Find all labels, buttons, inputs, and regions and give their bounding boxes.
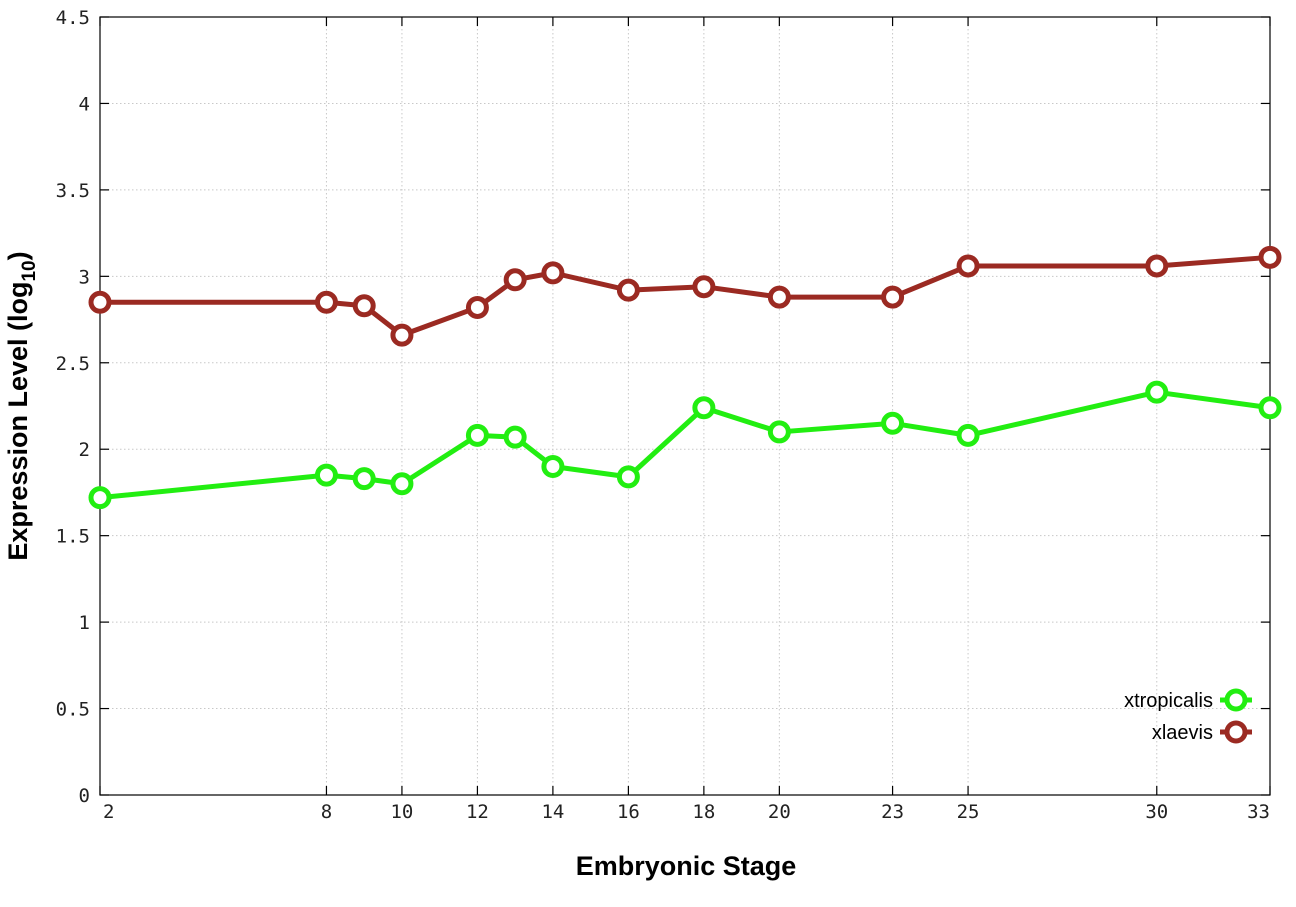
data-point-xlaevis <box>88 290 112 314</box>
data-point-xtropicalis <box>503 425 527 449</box>
data-point-xtropicalis <box>541 455 565 479</box>
data-point-xlaevis <box>692 275 716 299</box>
data-point-xtropicalis <box>352 467 376 491</box>
x-tick-label: 20 <box>768 801 791 823</box>
data-point-xlaevis <box>314 290 338 314</box>
y-axis-title-main: Expression Level (log <box>3 282 33 561</box>
data-point-xlaevis <box>541 261 565 285</box>
data-point-xtropicalis <box>616 465 640 489</box>
y-tick-label: 0 <box>79 785 90 807</box>
data-point-xtropicalis <box>881 411 905 435</box>
legend-label: xtropicalis <box>1124 690 1213 712</box>
data-point-xlaevis <box>956 254 980 278</box>
grid-layer <box>100 17 1270 795</box>
y-tick-label: 2 <box>79 439 90 461</box>
data-point-xtropicalis <box>692 396 716 420</box>
legend: xtropicalis xlaevis <box>1124 688 1252 744</box>
series-line-xlaevis <box>100 254 1271 338</box>
y-axis-title-subscript: 10 <box>19 260 40 281</box>
data-point-xtropicalis <box>767 420 791 444</box>
y-tick-label: 3.5 <box>56 180 90 202</box>
data-point-xtropicalis <box>956 423 980 447</box>
data-point-xtropicalis <box>390 472 414 496</box>
y-tick-label: 3 <box>79 266 90 288</box>
data-point-xlaevis <box>1258 245 1282 269</box>
data-point-xlaevis <box>352 294 376 318</box>
x-tick-label: 12 <box>466 801 489 823</box>
x-tick-label: 16 <box>617 801 640 823</box>
x-tick-label: 18 <box>692 801 715 823</box>
x-tick-label: 2 <box>103 801 114 823</box>
series-layer <box>88 245 1282 510</box>
x-tick-label: 10 <box>390 801 413 823</box>
legend-marker-xtropicalis <box>1224 688 1248 712</box>
data-point-xlaevis <box>390 323 414 347</box>
data-point-xtropicalis <box>1258 396 1282 420</box>
x-tick-label: 23 <box>881 801 904 823</box>
y-axis-title-suffix: ) <box>3 251 33 260</box>
data-point-xtropicalis <box>314 463 338 487</box>
x-tick-label: 30 <box>1145 801 1168 823</box>
y-axis-title: Expression Level (log10) <box>3 251 40 560</box>
series-line-xtropicalis <box>99 389 1271 501</box>
data-point-xlaevis <box>881 285 905 309</box>
data-point-xlaevis <box>465 295 489 319</box>
legend-label: xlaevis <box>1152 722 1213 744</box>
data-point-xlaevis <box>616 278 640 302</box>
data-point-xlaevis <box>1145 254 1169 278</box>
legend-marker-xlaevis <box>1224 720 1248 744</box>
y-tick-label: 4 <box>79 93 90 115</box>
data-point-xtropicalis <box>465 423 489 447</box>
data-point-xtropicalis <box>88 486 112 510</box>
x-tick-label: 25 <box>957 801 980 823</box>
y-tick-label: 1.5 <box>56 526 90 548</box>
data-point-xlaevis <box>503 268 527 292</box>
y-tick-label: 0.5 <box>56 699 90 721</box>
data-point-xlaevis <box>767 285 791 309</box>
ticks-layer: 0 0.5 1 1.5 2 2.5 3 3.5 4 4.5 2 8 10 12 14 16 18 20 23 25 30… <box>56 7 1271 823</box>
x-tick-label: 14 <box>541 801 564 823</box>
data-point-xtropicalis <box>1145 380 1169 404</box>
x-tick-label: 33 <box>1247 801 1270 823</box>
x-axis-title: Embryonic Stage <box>576 851 797 881</box>
y-tick-label: 4.5 <box>56 7 90 29</box>
x-tick-label: 8 <box>321 801 332 823</box>
y-tick-label: 1 <box>79 612 90 634</box>
y-tick-label: 2.5 <box>56 353 90 375</box>
